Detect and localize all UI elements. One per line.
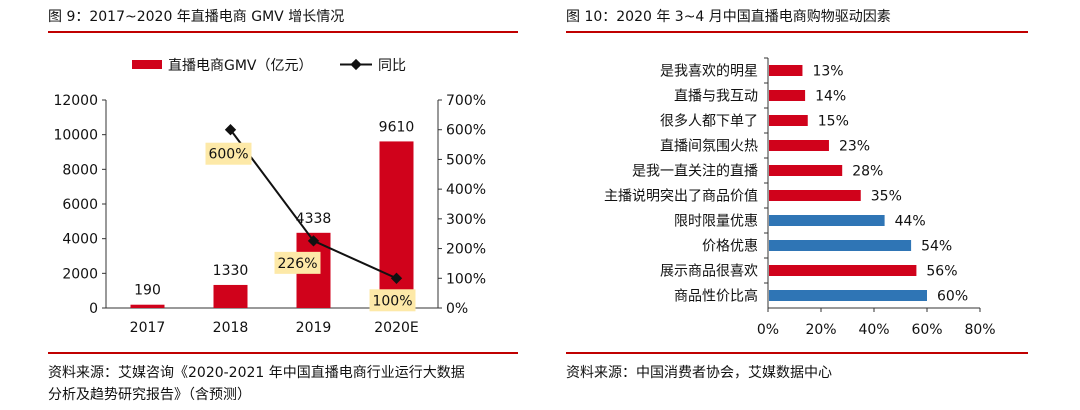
- x-tick-label: 40%: [858, 322, 889, 338]
- gmv-chart: 直播电商GMV（亿元） 同比 0 2000 4000 6000 8000 10000 12000…: [53, 57, 486, 336]
- title-rule: [48, 31, 518, 33]
- yoy-label-box: [205, 142, 252, 165]
- bar-driver: [769, 115, 808, 126]
- bar-driver: [769, 65, 803, 76]
- yoy-marker: [307, 235, 320, 247]
- source-line-1: 资料来源：中国消费者协会，艾媒数据中心: [566, 365, 832, 381]
- bar-driver: [769, 265, 917, 276]
- bar-label: 56%: [926, 264, 957, 280]
- x-tick-label: 2017: [130, 320, 166, 336]
- yoy-label-box: [274, 251, 321, 274]
- category-label: 商品性价比高: [674, 288, 758, 305]
- category-label: 很多人都下单了: [660, 113, 758, 130]
- bar-label-gmv: 190: [134, 283, 161, 299]
- legend-label-yoy: 同比: [378, 58, 406, 74]
- bar-label: 60%: [937, 289, 968, 305]
- source-rule: [566, 352, 1028, 354]
- bar-label: 13%: [812, 64, 843, 80]
- y-tick-label-right: 100%: [446, 271, 486, 287]
- bar-label: 54%: [921, 239, 952, 255]
- category-label: 价格优惠: [702, 239, 758, 255]
- bar-driver: [769, 240, 912, 251]
- x-tick-label: 60%: [911, 322, 942, 338]
- bar-label-gmv: 1330: [213, 263, 249, 279]
- x-tick-label: 2018: [213, 320, 249, 336]
- category-label: 直播间氛围火热: [660, 138, 758, 155]
- bar-label: 44%: [895, 214, 926, 230]
- x-tick-label: 80%: [964, 322, 995, 338]
- legend-marker-yoy: [350, 58, 362, 71]
- x-tick-label: 2019: [296, 320, 332, 336]
- bar-driver: [769, 190, 861, 201]
- source-line-1: 资料来源：艾媒咨询《2020-2021 年中国直播电商行业运行大数据: [48, 365, 465, 381]
- y-tick-label-right: 700%: [446, 93, 486, 109]
- bar-gmv: [213, 284, 248, 308]
- bar-label: 15%: [818, 114, 849, 130]
- drivers-chart: 0% 20% 40% 60% 80% 是我喜欢的明星 13% 直播与我互动 14% 很多人都下单了…: [604, 57, 996, 338]
- title-rule: [566, 31, 1028, 33]
- x-tick-label: 0%: [757, 322, 779, 338]
- y-tick-label-right: 0%: [446, 301, 468, 317]
- y-tick-label-right: 300%: [446, 212, 486, 228]
- yoy-marker: [390, 272, 403, 284]
- y-tick-label-left: 10000: [53, 128, 98, 144]
- yoy-label: 600%: [208, 147, 248, 163]
- bar-label-gmv: 9610: [379, 119, 415, 135]
- bar-driver: [769, 290, 927, 301]
- y-tick-label-right: 500%: [446, 152, 486, 168]
- legend-label-gmv: 直播电商GMV（亿元）: [168, 57, 313, 74]
- yoy-label-box: [369, 289, 416, 312]
- y-tick-label-left: 6000: [62, 197, 98, 213]
- figure-9: 图 9：2017~2020 年直播电商 GMV 增长情况 直播电商GMV（亿元）…: [0, 0, 530, 410]
- bar-driver: [769, 165, 843, 176]
- category-label: 限时限量优惠: [674, 214, 758, 230]
- yoy-label: 226%: [277, 256, 317, 272]
- y-tick-label-left: 8000: [62, 162, 98, 178]
- y-tick-label-left: 4000: [62, 232, 98, 248]
- y-tick-label-right: 600%: [446, 123, 486, 139]
- category-label: 是我一直关注的直播: [632, 163, 758, 180]
- y-tick-label-left: 0: [89, 301, 98, 317]
- bar-driver: [769, 90, 806, 101]
- category-label: 主播说明突出了商品价值: [604, 189, 758, 205]
- x-tick-label: 2020E: [374, 320, 418, 336]
- bar-label: 23%: [839, 139, 870, 155]
- y-tick-label-left: 12000: [53, 93, 98, 109]
- legend-swatch-gmv: [132, 60, 162, 69]
- source-line-2: 分析及趋势研究报告》（含预测）: [48, 387, 251, 403]
- category-label: 直播与我互动: [674, 88, 758, 105]
- bar-driver: [769, 140, 829, 151]
- bar-label: 28%: [852, 164, 883, 180]
- category-label: 是我喜欢的明星: [660, 64, 758, 80]
- x-tick-label: 20%: [805, 322, 836, 338]
- category-label: 展示商品很喜欢: [660, 264, 758, 280]
- bar-label-gmv: 4338: [296, 211, 332, 227]
- bar-driver: [769, 215, 885, 226]
- y-tick-label-left: 2000: [62, 266, 98, 282]
- figure-10: 图 10：2020 年 3~4 月中国直播电商购物驱动因素 0% 20% 40% 60…: [550, 0, 1080, 410]
- y-tick-label-right: 400%: [446, 182, 486, 198]
- yoy-label: 100%: [372, 293, 412, 309]
- y-tick-label-right: 200%: [446, 242, 486, 258]
- figure-title: 图 9：2017~2020 年直播电商 GMV 增长情况: [48, 9, 345, 25]
- figure-title: 图 10：2020 年 3~4 月中国直播电商购物驱动因素: [566, 9, 891, 25]
- bar-label: 35%: [871, 189, 902, 205]
- source-rule: [48, 352, 518, 354]
- bar-label: 14%: [815, 89, 846, 105]
- bar-gmv: [130, 304, 165, 308]
